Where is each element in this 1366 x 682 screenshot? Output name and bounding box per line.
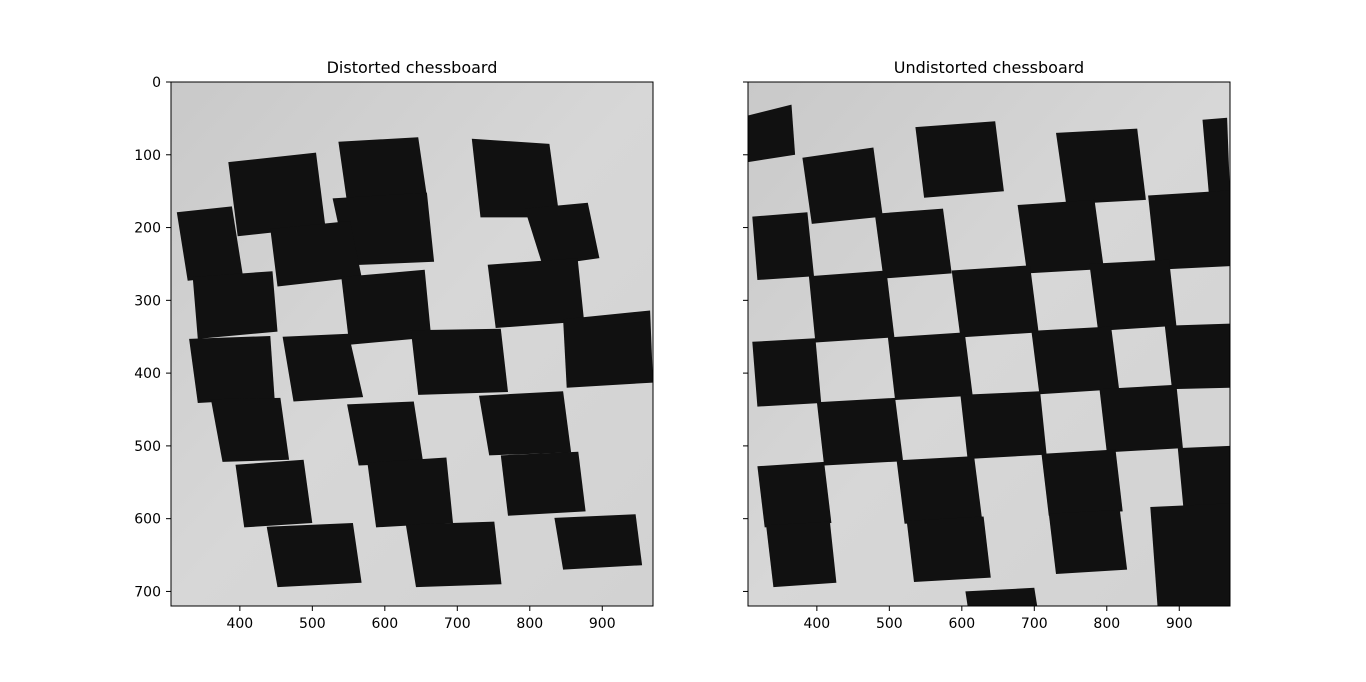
- black-square: [341, 269, 432, 345]
- black-square: [766, 521, 837, 588]
- black-square: [367, 457, 453, 528]
- black-square: [524, 202, 600, 267]
- x-tick-label: 900: [1166, 616, 1193, 632]
- black-square: [487, 258, 585, 328]
- black-square: [816, 397, 904, 466]
- black-square: [951, 265, 1039, 338]
- x-tick-label: 600: [948, 616, 975, 632]
- subplots: 400 500 600 700 800 900 0 100 200 300 400 500 600 700…: [134, 58, 1231, 632]
- black-square: [757, 461, 832, 528]
- chessboard-image: [171, 82, 653, 606]
- x-tick-label: 400: [803, 616, 830, 632]
- x-tick-label: 500: [299, 616, 326, 632]
- black-square: [282, 333, 364, 402]
- black-square: [906, 516, 991, 582]
- y-tick-label: 700: [134, 584, 161, 600]
- black-square: [1148, 190, 1230, 270]
- subplot-title: Undistorted chessboard: [894, 58, 1084, 77]
- y-tick-label: 200: [134, 221, 161, 237]
- black-square: [802, 147, 883, 224]
- black-square: [1048, 509, 1128, 574]
- x-tick-label: 900: [589, 616, 616, 632]
- black-square: [752, 212, 814, 280]
- black-square: [1041, 449, 1123, 516]
- black-square: [887, 332, 973, 400]
- x-tick-label: 400: [226, 616, 253, 632]
- black-square: [896, 456, 983, 524]
- black-square: [748, 104, 796, 163]
- y-tick-label: 100: [134, 148, 161, 164]
- black-square: [471, 138, 560, 218]
- x-tick-label: 700: [444, 616, 471, 632]
- black-square: [1150, 503, 1230, 606]
- black-square: [808, 270, 895, 343]
- black-square: [960, 391, 1047, 459]
- black-square: [228, 152, 326, 237]
- subplot-2: 400 500 600 700 800 900 Undistorted chessboard: [743, 58, 1231, 632]
- y-tick-label: 600: [134, 512, 161, 528]
- black-square: [915, 121, 1004, 198]
- black-square: [192, 271, 278, 339]
- black-square: [347, 401, 424, 466]
- x-tick-label: 700: [1021, 616, 1048, 632]
- black-square: [965, 587, 1038, 606]
- black-square: [1164, 323, 1230, 390]
- black-square: [266, 523, 362, 588]
- black-square: [270, 221, 362, 287]
- black-square: [210, 397, 290, 462]
- black-square: [189, 336, 275, 403]
- subplot-title: Distorted chessboard: [327, 58, 498, 77]
- y-tick-label: 500: [134, 439, 161, 455]
- y-tick-label: 400: [134, 366, 161, 382]
- subplot-1: 400 500 600 700 800 900 0 100 200 300 400 500 600 700…: [134, 58, 654, 632]
- black-square: [332, 192, 435, 266]
- axes-frame: [747, 81, 1231, 607]
- black-square: [1177, 445, 1230, 510]
- black-square: [563, 310, 653, 388]
- axes-frame: [170, 81, 654, 607]
- chessboard-image: [748, 82, 1230, 606]
- black-square: [752, 338, 822, 407]
- y-tick-label: 300: [134, 293, 161, 309]
- black-square: [500, 451, 586, 516]
- x-tick-label: 800: [516, 616, 543, 632]
- black-square: [1099, 384, 1183, 453]
- black-square: [405, 521, 502, 588]
- black-square: [1089, 259, 1177, 331]
- x-tick-label: 800: [1093, 616, 1120, 632]
- black-square: [1017, 199, 1104, 274]
- black-square: [874, 208, 952, 279]
- y-tick-label: 0: [152, 75, 161, 91]
- black-square: [410, 328, 508, 395]
- black-square: [554, 514, 643, 570]
- black-square: [1031, 326, 1120, 395]
- black-square: [1056, 128, 1146, 205]
- black-square: [338, 137, 427, 203]
- x-tick-label: 500: [876, 616, 903, 632]
- x-tick-label: 600: [371, 616, 398, 632]
- black-square: [1202, 117, 1230, 196]
- black-square: [479, 391, 572, 456]
- black-square: [235, 459, 313, 528]
- black-square: [176, 206, 243, 281]
